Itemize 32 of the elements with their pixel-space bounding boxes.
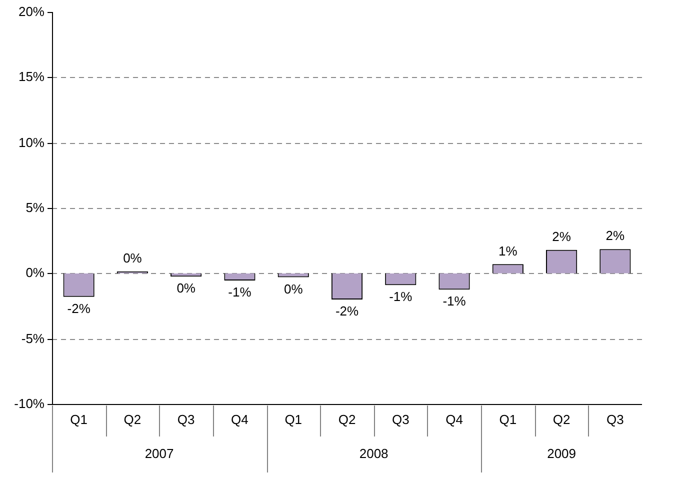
data-label: 0% bbox=[284, 281, 304, 296]
data-label: -2% bbox=[67, 300, 91, 316]
y-tick-label: 10% bbox=[18, 135, 45, 150]
x-tick-label: Q4 bbox=[446, 412, 463, 428]
text: 2009 bbox=[547, 446, 576, 462]
text: 2007 bbox=[144, 446, 174, 462]
y-tick-label: -10% bbox=[14, 396, 45, 412]
y-tick-label: 5% bbox=[26, 200, 45, 216]
x-tick-label: Q4 bbox=[231, 412, 248, 428]
x-tick-label: Q2 bbox=[552, 412, 570, 428]
data-label: 1% bbox=[498, 243, 518, 258]
x-tick-label: Q2 bbox=[338, 412, 356, 428]
x-tick-label: Q2 bbox=[124, 412, 142, 428]
data-label: 0% bbox=[176, 280, 196, 296]
data-label: -2% bbox=[335, 304, 359, 319]
data-label: -1% bbox=[389, 289, 413, 304]
data-label: -1% bbox=[442, 294, 466, 309]
y-tick-label: -5% bbox=[21, 331, 45, 346]
data-label: 0% bbox=[123, 250, 142, 266]
x-tick-label: Q1 bbox=[284, 412, 302, 428]
text: 2008 bbox=[359, 446, 388, 462]
data-label: 2% bbox=[552, 228, 572, 244]
data-label: 2% bbox=[606, 228, 626, 244]
data-label: -1% bbox=[228, 284, 252, 300]
x-tick-label: Q1 bbox=[70, 412, 88, 428]
x-tick-label: Q1 bbox=[499, 412, 517, 428]
x-tick-label: Q3 bbox=[392, 412, 410, 428]
y-tick-label: 15% bbox=[18, 69, 45, 84]
x-tick-label: Q3 bbox=[177, 412, 195, 428]
x-tick-label: Q3 bbox=[606, 412, 624, 428]
y-tick-label: 20% bbox=[18, 4, 45, 20]
y-tick-label: 0% bbox=[26, 265, 45, 280]
